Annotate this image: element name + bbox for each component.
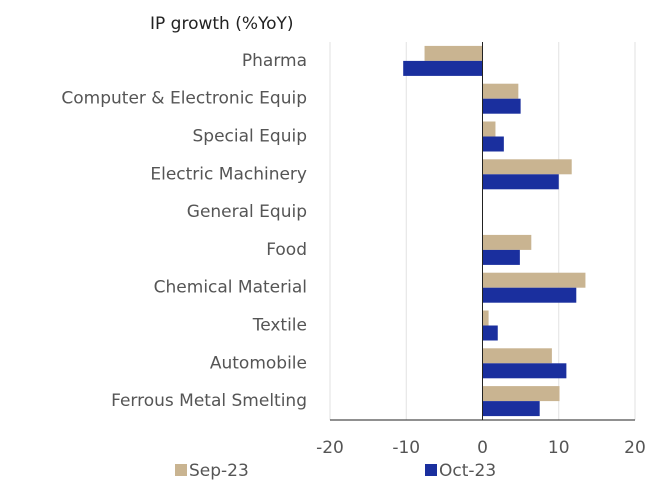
category-label: General Equip bbox=[187, 202, 307, 222]
bar bbox=[424, 45, 483, 61]
category-label: Computer & Electronic Equip bbox=[61, 89, 307, 109]
axis-title: IP growth (%YoY) bbox=[150, 14, 294, 34]
legend-swatch bbox=[425, 464, 437, 476]
x-tick-label: 0 bbox=[477, 438, 488, 458]
legend-label: Oct-23 bbox=[439, 461, 496, 481]
bar bbox=[482, 310, 489, 326]
bar bbox=[482, 234, 532, 250]
bar bbox=[482, 174, 559, 190]
category-label: Chemical Material bbox=[154, 278, 307, 298]
x-tick-label: -20 bbox=[316, 438, 344, 458]
category-label: Pharma bbox=[242, 51, 307, 71]
bar bbox=[482, 98, 521, 114]
x-tick-label: 10 bbox=[548, 438, 570, 458]
x-tick-label: 20 bbox=[624, 438, 646, 458]
category-label: Automobile bbox=[210, 353, 307, 373]
bar bbox=[482, 386, 560, 402]
bar bbox=[482, 136, 504, 152]
legend-label: Sep-23 bbox=[189, 461, 249, 481]
category-label: Special Equip bbox=[193, 127, 307, 147]
bar bbox=[482, 287, 577, 303]
bar bbox=[482, 249, 520, 265]
bar bbox=[482, 83, 519, 99]
category-label: Food bbox=[266, 240, 307, 260]
bar bbox=[482, 401, 540, 417]
bar bbox=[482, 363, 567, 379]
x-tick-label: -10 bbox=[392, 438, 420, 458]
bar bbox=[403, 60, 483, 76]
bar bbox=[482, 272, 586, 288]
bar bbox=[482, 121, 496, 137]
bar bbox=[482, 348, 552, 364]
category-label: Ferrous Metal Smelting bbox=[111, 391, 307, 411]
legend-swatch bbox=[175, 464, 187, 476]
category-label: Electric Machinery bbox=[150, 164, 307, 184]
bar bbox=[482, 159, 572, 175]
category-label: Textile bbox=[252, 316, 307, 336]
bar bbox=[482, 325, 498, 341]
